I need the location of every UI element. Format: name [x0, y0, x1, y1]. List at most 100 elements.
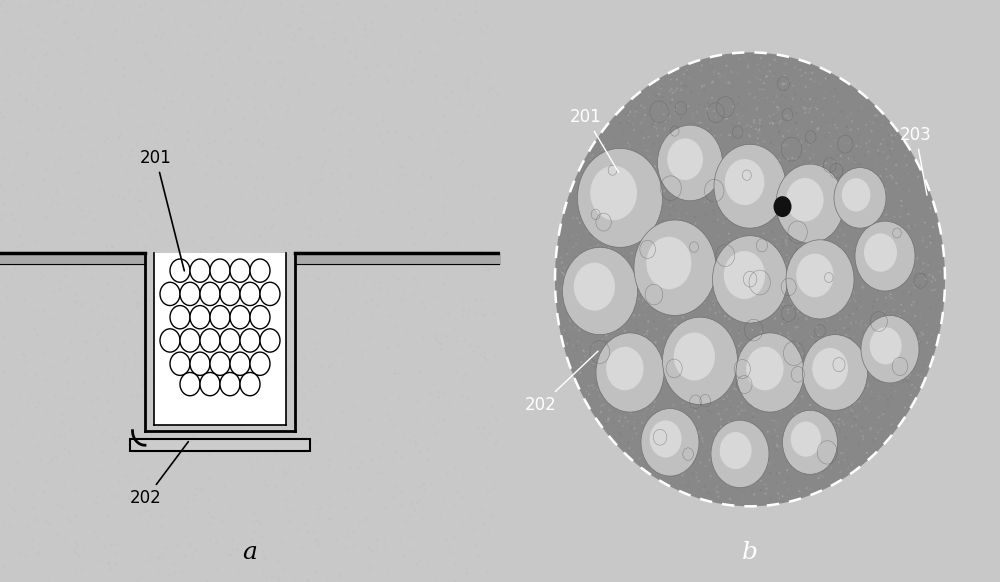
Point — [778, 226, 794, 236]
Point — [586, 180, 602, 189]
Point — [805, 356, 821, 365]
Point — [772, 282, 788, 292]
Point — [700, 388, 716, 397]
Point — [765, 72, 781, 81]
Point — [927, 285, 943, 294]
Point — [561, 311, 577, 320]
Point — [851, 397, 867, 406]
Point — [863, 328, 879, 338]
Point — [823, 204, 839, 213]
Point — [804, 218, 820, 227]
Point — [728, 385, 744, 394]
Point — [767, 272, 783, 281]
Point — [683, 355, 699, 364]
Point — [714, 445, 730, 454]
Point — [605, 191, 621, 201]
Point — [916, 350, 932, 360]
Point — [655, 134, 671, 143]
Text: 201: 201 — [570, 108, 619, 172]
Point — [810, 423, 826, 432]
Point — [816, 176, 832, 185]
Point — [671, 214, 687, 223]
Point — [765, 227, 781, 236]
Point — [675, 318, 691, 328]
Point — [886, 134, 902, 143]
Point — [623, 178, 639, 187]
Point — [849, 388, 865, 397]
Point — [661, 217, 677, 226]
Point — [788, 265, 804, 274]
Point — [778, 317, 794, 326]
Point — [636, 252, 652, 261]
Point — [819, 129, 835, 139]
Point — [913, 313, 929, 322]
Point — [653, 434, 669, 443]
Point — [813, 344, 829, 353]
Point — [652, 417, 668, 426]
Point — [819, 454, 835, 463]
Point — [788, 190, 804, 200]
Point — [671, 77, 687, 87]
Point — [751, 433, 767, 442]
Point — [700, 325, 716, 334]
Point — [643, 375, 659, 384]
Point — [569, 346, 585, 355]
Point — [883, 420, 899, 429]
Point — [827, 84, 843, 93]
Point — [824, 417, 840, 426]
Point — [735, 375, 751, 384]
Point — [805, 199, 821, 208]
Point — [693, 344, 709, 353]
Point — [922, 204, 938, 213]
Point — [865, 343, 881, 352]
Point — [867, 110, 883, 119]
Point — [811, 393, 827, 402]
Point — [797, 147, 813, 156]
Point — [787, 89, 803, 98]
Point — [612, 339, 628, 349]
Point — [674, 462, 690, 471]
Circle shape — [260, 329, 280, 352]
Point — [650, 131, 666, 140]
Point — [864, 387, 880, 396]
Point — [644, 406, 660, 415]
Point — [564, 247, 580, 256]
Point — [655, 78, 671, 87]
Point — [651, 446, 667, 456]
Point — [713, 491, 729, 501]
Point — [805, 364, 821, 374]
Point — [708, 120, 724, 129]
Point — [580, 221, 596, 230]
Point — [605, 265, 621, 275]
Point — [640, 214, 656, 223]
Point — [644, 119, 660, 129]
Circle shape — [240, 372, 260, 396]
Point — [724, 360, 740, 370]
Point — [887, 283, 903, 293]
Point — [784, 154, 800, 163]
Point — [561, 236, 577, 245]
Point — [855, 327, 871, 336]
Point — [678, 132, 694, 141]
Point — [642, 426, 658, 435]
Point — [565, 214, 581, 223]
Point — [820, 196, 836, 205]
Point — [911, 337, 927, 346]
Point — [732, 143, 748, 152]
Point — [872, 335, 888, 345]
Point — [843, 409, 859, 418]
Point — [602, 398, 618, 407]
Point — [576, 175, 592, 184]
Point — [877, 199, 893, 208]
Point — [677, 102, 693, 112]
Point — [640, 358, 656, 367]
Point — [838, 466, 854, 475]
Point — [904, 222, 920, 231]
Point — [801, 266, 817, 275]
Point — [684, 458, 700, 467]
Point — [856, 233, 872, 243]
Point — [655, 111, 671, 120]
Point — [681, 328, 697, 338]
Point — [647, 264, 663, 273]
Point — [742, 178, 758, 187]
